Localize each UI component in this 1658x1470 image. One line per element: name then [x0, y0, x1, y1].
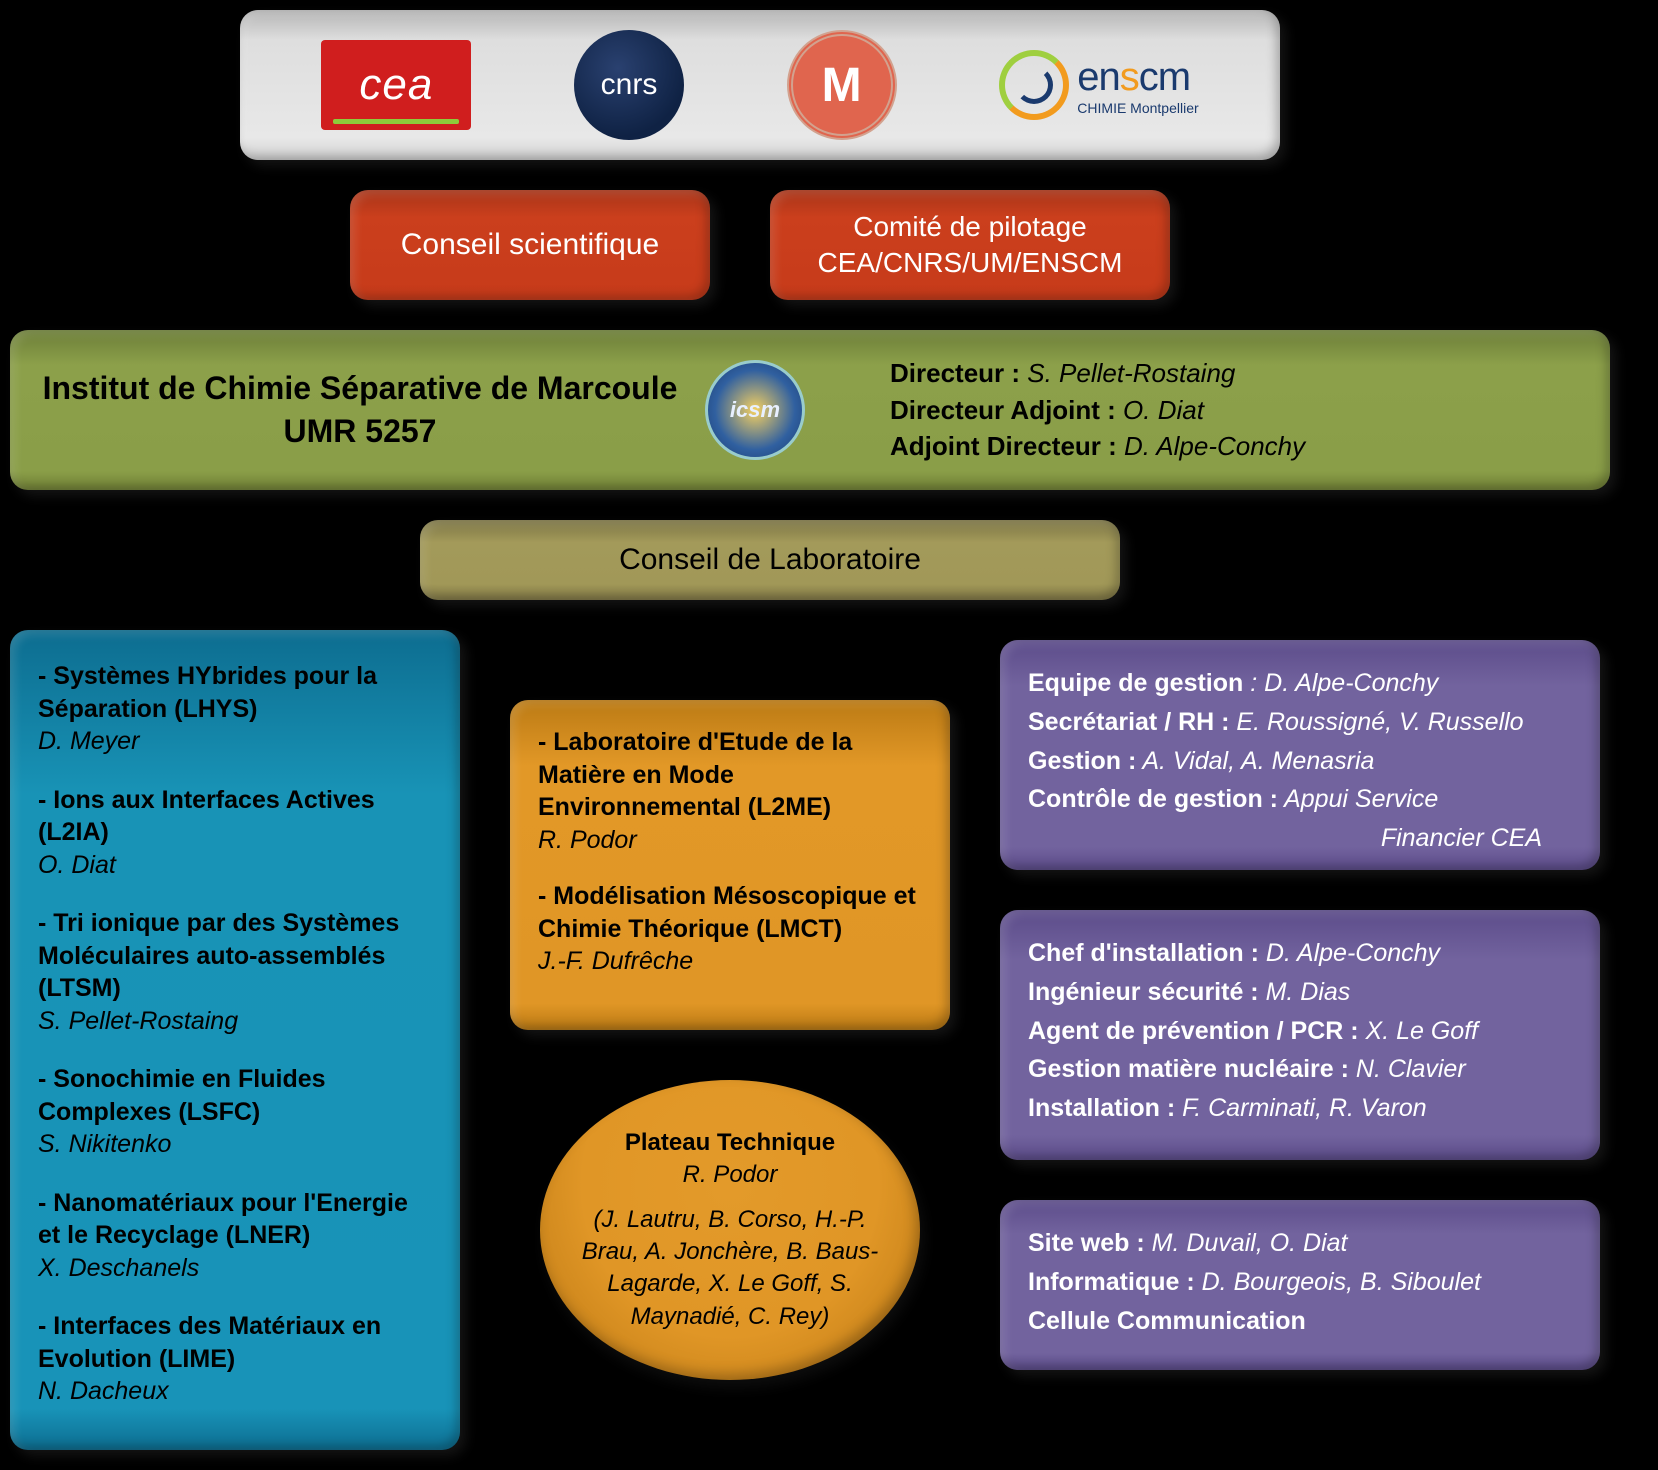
purple-label: Informatique : — [1028, 1268, 1195, 1296]
purple-value: Financier CEA — [1028, 819, 1572, 858]
conseil-laboratoire-label: Conseil de Laboratoire — [619, 543, 921, 577]
team-lead: J.-F. Dufrêche — [538, 945, 922, 978]
enscm-text: enscm — [1077, 55, 1198, 100]
purple-line: Chef d'installation : D. Alpe-Conchy — [1028, 934, 1572, 973]
purple-value: D. Bourgeois, B. Siboulet — [1195, 1268, 1481, 1296]
purple-communication-box: Site web : M. Duvail, O. DiatInformatiqu… — [1000, 1200, 1600, 1370]
team-lead: S. Pellet-Rostaing — [38, 1005, 432, 1038]
purple-line: Gestion matière nucléaire : N. Clavier — [1028, 1050, 1572, 1089]
comite-pilotage-box: Comité de pilotage CEA/CNRS/UM/ENSCM — [770, 190, 1170, 300]
team-title: - Systèmes HYbrides pour la Séparation (… — [38, 660, 432, 725]
purple-line: Agent de prévention / PCR : X. Le Goff — [1028, 1012, 1572, 1051]
purple-value: M. Dias — [1259, 978, 1351, 1006]
blue-team-item: - Interfaces des Matériaux en Evolution … — [38, 1310, 432, 1408]
purple-installation-box: Chef d'installation : D. Alpe-ConchyIngé… — [1000, 910, 1600, 1160]
blue-team-item: - Sonochimie en Fluides Complexes (LSFC)… — [38, 1063, 432, 1161]
team-lead: X. Deschanels — [38, 1252, 432, 1285]
blue-team-item: - Tri ionique par des Systèmes Moléculai… — [38, 907, 432, 1037]
purple-value: F. Carminati, R. Varon — [1175, 1094, 1426, 1122]
purple-label: Installation : — [1028, 1094, 1175, 1122]
team-lead: N. Dacheux — [38, 1375, 432, 1408]
purple-line: Contrôle de gestion : Appui Service Finan… — [1028, 780, 1572, 858]
cnrs-text: cnrs — [601, 68, 658, 102]
purple-line: Secrétariat / RH : E. Roussigné, V. Russ… — [1028, 703, 1572, 742]
blue-team-item: - Systèmes HYbrides pour la Séparation (… — [38, 660, 432, 758]
orange-team-item: - Modélisation Mésoscopique et Chimie Th… — [538, 880, 922, 978]
conseil-scientifique-label: Conseil scientifique — [401, 228, 659, 262]
purple-value: D. Alpe-Conchy — [1259, 939, 1440, 967]
comite-pilotage-l2: CEA/CNRS/UM/ENSCM — [818, 245, 1123, 281]
purple-line: Site web : M. Duvail, O. Diat — [1028, 1224, 1572, 1263]
purple-label: Gestion matière nucléaire : — [1028, 1055, 1349, 1083]
purple-label: Chef d'installation : — [1028, 939, 1259, 967]
team-title: - Laboratoire d'Etude de la Matière en M… — [538, 726, 922, 824]
purple-line: Cellule Communication — [1028, 1302, 1572, 1341]
purple-label: Contrôle de gestion : — [1028, 785, 1278, 813]
purple-value: E. Roussigné, V. Russello — [1229, 708, 1523, 736]
team-title: - Modélisation Mésoscopique et Chimie Th… — [538, 880, 922, 945]
um-logo: M — [787, 30, 897, 140]
blue-teams-column: - Systèmes HYbrides pour la Séparation (… — [10, 630, 460, 1450]
team-lead: R. Podor — [538, 824, 922, 857]
purple-label: Secrétariat / RH : — [1028, 708, 1229, 736]
institut-bar: Institut de Chimie Séparative de Marcoul… — [10, 330, 1610, 490]
partner-bar: cea cnrs M enscm CHIMIE Montpellier — [240, 10, 1280, 160]
enscm-logo: enscm CHIMIE Montpellier — [999, 50, 1198, 120]
purple-label: Site web : — [1028, 1229, 1145, 1257]
plateau-members: (J. Lautru, B. Corso, H.-P. Brau, A. Jon… — [580, 1204, 880, 1334]
conseil-laboratoire-box: Conseil de Laboratoire — [420, 520, 1120, 600]
institut-title: Institut de Chimie Séparative de Marcoul… — [40, 367, 680, 453]
purple-value: A. Vidal, A. Menasria — [1136, 747, 1374, 775]
purple-line: Informatique : D. Bourgeois, B. Siboulet — [1028, 1263, 1572, 1302]
purple-label: Ingénieur sécurité : — [1028, 978, 1259, 1006]
purple-value: X. Le Goff — [1359, 1017, 1479, 1045]
conseil-scientifique-box: Conseil scientifique — [350, 190, 710, 300]
purple-label: Gestion : — [1028, 747, 1136, 775]
team-title: - Tri ionique par des Systèmes Moléculai… — [38, 907, 432, 1005]
team-lead: D. Meyer — [38, 725, 432, 758]
team-title: - Nanomatériaux pour l'Energie et le Rec… — [38, 1187, 432, 1252]
purple-value: M. Duvail, O. Diat — [1145, 1229, 1348, 1257]
um-text: M — [822, 58, 862, 113]
purple-line: Ingénieur sécurité : M. Dias — [1028, 973, 1572, 1012]
purple-gestion-box: Equipe de gestion : D. Alpe-ConchySecrét… — [1000, 640, 1600, 870]
plateau-technique-box: Plateau Technique R. Podor (J. Lautru, B… — [540, 1080, 920, 1380]
team-title: - Ions aux Interfaces Actives (L2IA) — [38, 784, 432, 849]
enscm-swirl-icon — [999, 50, 1069, 120]
purple-value: : D. Alpe-Conchy — [1243, 669, 1438, 697]
cnrs-logo: cnrs — [574, 30, 684, 140]
cea-text: cea — [359, 60, 433, 110]
icsm-logo: icsm — [680, 360, 830, 460]
cea-logo: cea — [321, 40, 471, 130]
purple-line: Equipe de gestion : D. Alpe-Conchy — [1028, 664, 1572, 703]
purple-line: Gestion : A. Vidal, A. Menasria — [1028, 742, 1572, 781]
team-lead: O. Diat — [38, 849, 432, 882]
institut-directors: Directeur : S. Pellet-Rostaing Directeur… — [830, 355, 1580, 464]
purple-label: Equipe de gestion — [1028, 669, 1243, 697]
enscm-sub: CHIMIE Montpellier — [1077, 100, 1198, 116]
purple-value: Appui Service — [1278, 785, 1438, 813]
purple-line: Installation : F. Carminati, R. Varon — [1028, 1089, 1572, 1128]
purple-value: N. Clavier — [1349, 1055, 1466, 1083]
team-title: - Interfaces des Matériaux en Evolution … — [38, 1310, 432, 1375]
plateau-lead: R. Podor — [580, 1159, 880, 1191]
orange-teams-column: - Laboratoire d'Etude de la Matière en M… — [510, 700, 950, 1030]
team-title: - Sonochimie en Fluides Complexes (LSFC) — [38, 1063, 432, 1128]
purple-label: Agent de prévention / PCR : — [1028, 1017, 1359, 1045]
plateau-title: Plateau Technique — [580, 1127, 880, 1159]
blue-team-item: - Nanomatériaux pour l'Energie et le Rec… — [38, 1187, 432, 1285]
orange-team-item: - Laboratoire d'Etude de la Matière en M… — [538, 726, 922, 856]
comite-pilotage-l1: Comité de pilotage — [853, 209, 1086, 245]
blue-team-item: - Ions aux Interfaces Actives (L2IA)O. D… — [38, 784, 432, 882]
team-lead: S. Nikitenko — [38, 1128, 432, 1161]
purple-label: Cellule Communication — [1028, 1307, 1306, 1335]
